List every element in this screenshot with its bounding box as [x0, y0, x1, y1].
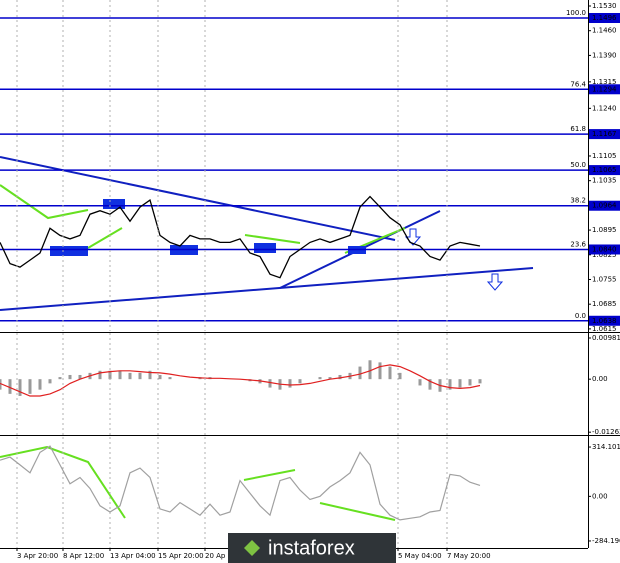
divergence-line: [0, 445, 126, 519]
y-tick-label: 0.00: [592, 375, 608, 383]
level-ratio: 100.0: [566, 9, 586, 17]
y-tick-label: 1.1390: [592, 51, 617, 59]
divergence-line: [244, 234, 301, 244]
zone-box: [50, 246, 88, 256]
trend-line: [0, 267, 534, 311]
x-tick-label: 3 Apr 20:00: [17, 552, 58, 560]
watermark-logo: [244, 540, 260, 556]
y-tick-label: 1.1460: [592, 27, 617, 35]
zone-box: [254, 243, 276, 253]
level-ratio: 61.8: [570, 125, 586, 133]
level-price-label: 1.1496: [592, 14, 617, 22]
y-tick-label: 1.0895: [592, 226, 617, 234]
level-ratio: 50.0: [570, 161, 586, 169]
level-price-box: [589, 165, 620, 176]
level-price-label: 1.1167: [592, 130, 617, 138]
y-tick-label: 1.0615: [592, 325, 617, 333]
level-ratio: 23.6: [570, 240, 586, 248]
x-tick-label: 13 Apr 04:00: [110, 552, 156, 560]
x-tick-label: 20 Ap: [205, 552, 226, 560]
y-tick-label: 1.0685: [592, 300, 617, 308]
watermark-text: instaforex: [268, 537, 355, 559]
y-tick-label: 1.1240: [592, 104, 617, 112]
y-tick-label: 1.1105: [592, 152, 617, 160]
x-tick-label: 8 Apr 12:00: [63, 552, 104, 560]
y-tick-label: 1.1530: [592, 2, 617, 10]
frame: [0, 0, 620, 549]
y-tick-label: 0.00: [592, 492, 608, 500]
divergence-line: [0, 184, 89, 220]
y-tick-label: 0.00981: [592, 334, 620, 342]
level-price-label: 1.0840: [592, 245, 617, 253]
level-price-box: [589, 315, 620, 326]
level-ratio: 76.4: [570, 80, 586, 88]
zone-box: [103, 199, 125, 209]
level-ratio: 38.2: [570, 197, 586, 205]
y-tick-label: 1.1035: [592, 177, 617, 185]
y-tick-label: 1.0755: [592, 275, 617, 283]
level-price-box: [589, 244, 620, 255]
level-ratio: 0.0: [575, 312, 586, 320]
level-price-box: [589, 129, 620, 140]
level-price-box: [589, 200, 620, 211]
x-tick-label: 7 May 20:00: [447, 552, 491, 560]
level-price-box: [589, 84, 620, 95]
level-price-label: 1.0964: [592, 202, 617, 210]
level-price-label: 1.0638: [592, 317, 617, 325]
x-tick-label: 5 May 04:00: [398, 552, 442, 560]
level-price-label: 1.1065: [592, 166, 617, 174]
divergence-line: [87, 227, 123, 249]
y-tick-label: 314.1014: [592, 443, 620, 451]
y-tick-label: 1.1315: [592, 78, 617, 86]
level-price-box: [589, 12, 620, 23]
divergence-line: [319, 502, 396, 521]
y-tick-label: -284.1960: [592, 537, 620, 545]
watermark: instaforex: [228, 533, 396, 563]
divergence-line: [243, 469, 296, 481]
y-tick-label: 1.0825: [592, 251, 617, 259]
price-line: [0, 445, 481, 521]
x-tick-label: 15 Apr 20:00: [158, 552, 204, 560]
down-arrow: [486, 273, 504, 291]
level-price-label: 1.1294: [592, 85, 617, 93]
annotations: [0, 156, 534, 521]
price-line: [0, 195, 481, 279]
signal-line: [0, 364, 481, 397]
